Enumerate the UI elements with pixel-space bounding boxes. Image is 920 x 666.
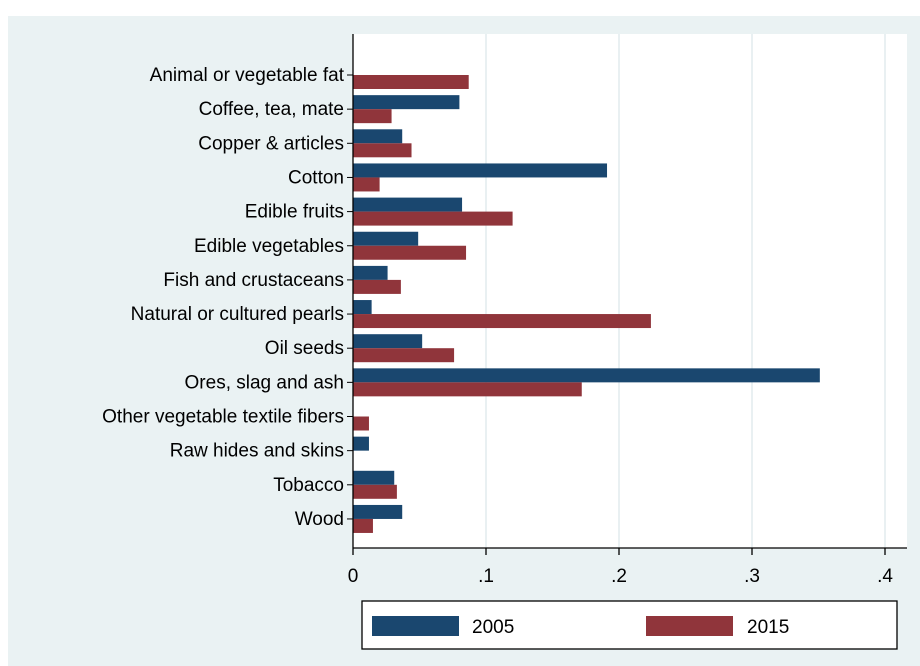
- grid-lines: [485, 34, 886, 548]
- bar-2015: [353, 518, 373, 533]
- legend-swatch-2005: [372, 616, 459, 636]
- category-label: Copper & articles: [198, 133, 344, 154]
- category-label: Raw hides and skins: [170, 441, 344, 462]
- bar-2005: [353, 436, 369, 451]
- bar-2015: [353, 416, 369, 431]
- bar-2005: [353, 470, 395, 485]
- bar-2015: [353, 75, 469, 89]
- bar-2015: [353, 279, 401, 294]
- bar-2005: [353, 300, 372, 315]
- category-label: Natural or cultured pearls: [131, 304, 344, 325]
- category-label: Tobacco: [273, 475, 344, 496]
- bar-2005: [353, 163, 608, 178]
- category-label: Other vegetable textile fibers: [102, 407, 344, 428]
- x-tick-label: 0: [348, 566, 359, 587]
- bar-2015: [353, 314, 651, 329]
- bar-2005: [353, 265, 388, 280]
- bar-2005: [353, 368, 820, 383]
- bar-2015: [353, 484, 397, 499]
- bar-2015: [353, 245, 467, 260]
- x-tick-label: .4: [877, 566, 893, 587]
- plot-area: [353, 34, 907, 548]
- category-label: Edible vegetables: [194, 236, 344, 257]
- legend-label: 2005: [472, 617, 514, 638]
- bar-2005: [353, 129, 403, 144]
- category-label: Ores, slag and ash: [185, 372, 344, 393]
- category-label: Animal or vegetable fat: [150, 65, 345, 86]
- bar-2005: [353, 95, 460, 110]
- x-tick-label: .2: [611, 566, 627, 587]
- bar-2015: [353, 382, 582, 397]
- bar-2015: [353, 109, 392, 124]
- category-label: Oil seeds: [265, 338, 344, 359]
- legend: 2005 2015: [361, 600, 898, 650]
- category-label: Edible fruits: [245, 202, 344, 223]
- category-label: Wood: [295, 509, 344, 530]
- bar-2015: [353, 143, 412, 158]
- legend-swatch-2015: [646, 616, 733, 636]
- category-label: Coffee, tea, mate: [199, 99, 344, 120]
- header-strip: [0, 0, 920, 16]
- bar-2005: [353, 504, 403, 519]
- bars: [353, 75, 820, 533]
- bar-2005: [353, 197, 463, 212]
- legend-label: 2015: [747, 617, 789, 638]
- x-tick-label: .1: [478, 566, 494, 587]
- bar-2015: [353, 177, 380, 192]
- bar-2005: [353, 334, 423, 349]
- bar-2005: [353, 231, 419, 246]
- x-axis: 0 .1 .2 .3 .4: [348, 34, 907, 587]
- category-labels: Animal or vegetable fat Coffee, tea, mate…: [102, 65, 353, 530]
- category-label: Cotton: [288, 167, 344, 188]
- category-label: Fish and crustaceans: [163, 270, 344, 291]
- bar-2015: [353, 348, 455, 363]
- x-tick-label: .3: [744, 566, 760, 587]
- bar-2015: [353, 211, 513, 226]
